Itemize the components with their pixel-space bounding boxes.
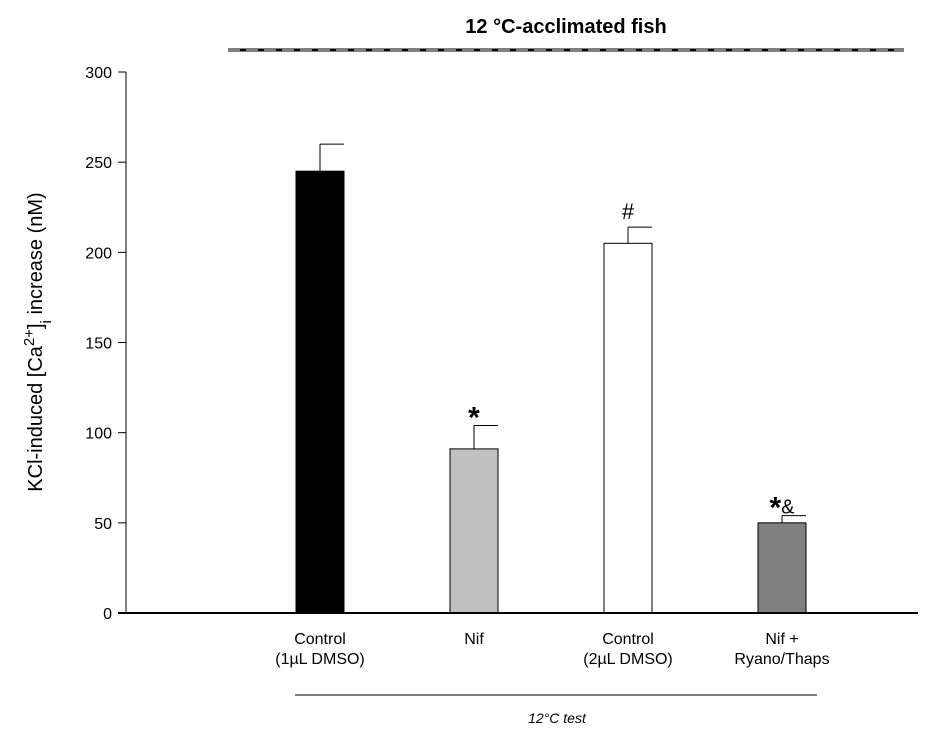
bar — [449, 448, 499, 614]
group-label: 12°C test — [528, 710, 587, 726]
y-tick-label: 150 — [85, 336, 112, 353]
significance-mark: # — [622, 199, 635, 224]
x-tick-label: Control (1µL DMSO) — [275, 631, 365, 668]
y-tick-label: 100 — [85, 426, 112, 443]
x-tick-label: Nif + Ryano/Thaps — [734, 631, 829, 668]
bar-group: * — [449, 401, 499, 614]
bar-group: *& — [757, 492, 807, 614]
y-axis-label: KCl-induced [Ca2+]i increase (nM) — [21, 192, 55, 491]
y-axis: 0 50 100 150 200 250 300 — [85, 65, 127, 623]
bar — [757, 522, 807, 614]
chart-title: 12 °C-acclimated fish — [465, 16, 666, 38]
y-tick-label: 300 — [85, 65, 112, 82]
title-group: 12 °C-acclimated fish — [228, 16, 904, 52]
y-tick-label: 200 — [85, 245, 112, 262]
x-tick-label: Nif — [464, 631, 484, 648]
bars: * # *& — [295, 143, 807, 614]
bar-group — [295, 143, 345, 614]
y-tick-label: 50 — [94, 516, 112, 533]
bar — [295, 170, 345, 614]
significance-mark: * — [468, 401, 480, 434]
x-axis: Control (1µL DMSO) Nif Control (2µL DMSO) Nif… — [118, 612, 918, 668]
bar-group: # — [603, 199, 653, 614]
x-tick-label: Control (2µL DMSO) — [583, 631, 673, 668]
bar — [603, 242, 653, 614]
y-tick-label: 0 — [103, 606, 112, 623]
y-tick-label: 250 — [85, 155, 112, 172]
significance-mark: *& — [769, 492, 795, 525]
